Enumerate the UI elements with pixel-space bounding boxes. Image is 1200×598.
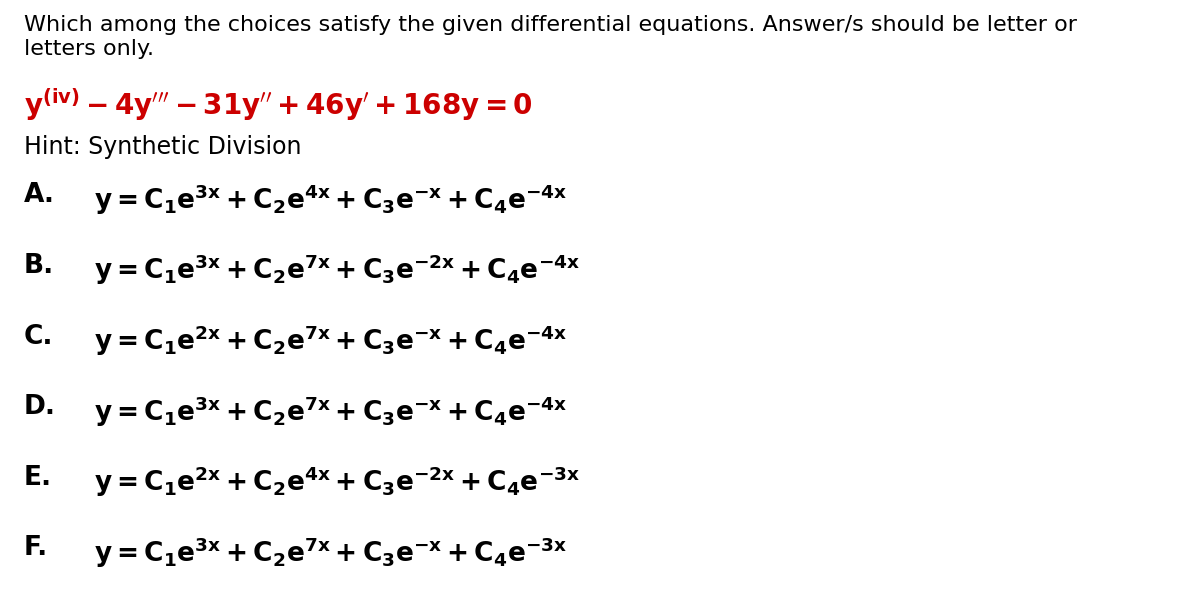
Text: $\mathbf{y = C_1e^{3x} + C_2e^{7x} + C_3e^{-2x} + C_4e^{-4x}}$: $\mathbf{y = C_1e^{3x} + C_2e^{7x} + C_3… xyxy=(94,253,580,288)
Text: Which among the choices satisfy the given differential equations. Answer/s shoul: Which among the choices satisfy the give… xyxy=(24,15,1078,35)
Text: D.: D. xyxy=(24,394,56,420)
Text: $\mathbf{y = C_1e^{2x} + C_2e^{7x} + C_3e^{-x} + C_4e^{-4x}}$: $\mathbf{y = C_1e^{2x} + C_2e^{7x} + C_3… xyxy=(94,324,566,358)
Text: Hint: Synthetic Division: Hint: Synthetic Division xyxy=(24,135,301,158)
Text: A.: A. xyxy=(24,182,55,208)
Text: letters only.: letters only. xyxy=(24,39,154,59)
Text: F.: F. xyxy=(24,535,48,561)
Text: $\mathbf{y = C_1e^{3x} + C_2e^{7x} + C_3e^{-x} + C_4e^{-4x}}$: $\mathbf{y = C_1e^{3x} + C_2e^{7x} + C_3… xyxy=(94,394,566,429)
Text: $\mathbf{y = C_1e^{2x} + C_2e^{4x} + C_3e^{-2x} + C_4e^{-3x}}$: $\mathbf{y = C_1e^{2x} + C_2e^{4x} + C_3… xyxy=(94,465,580,499)
Text: $\mathbf{y^{(iv)} - 4y^{\prime\prime\prime} - 31y^{\prime\prime} + 46y^{\prime} : $\mathbf{y^{(iv)} - 4y^{\prime\prime\pri… xyxy=(24,87,533,123)
Text: E.: E. xyxy=(24,465,52,490)
Text: $\mathbf{y = C_1e^{3x} + C_2e^{4x} + C_3e^{-x} + C_4e^{-4x}}$: $\mathbf{y = C_1e^{3x} + C_2e^{4x} + C_3… xyxy=(94,182,566,217)
Text: B.: B. xyxy=(24,253,54,279)
Text: $\mathbf{y = C_1e^{3x} + C_2e^{7x} + C_3e^{-x} + C_4e^{-3x}}$: $\mathbf{y = C_1e^{3x} + C_2e^{7x} + C_3… xyxy=(94,535,566,570)
Text: C.: C. xyxy=(24,324,54,349)
